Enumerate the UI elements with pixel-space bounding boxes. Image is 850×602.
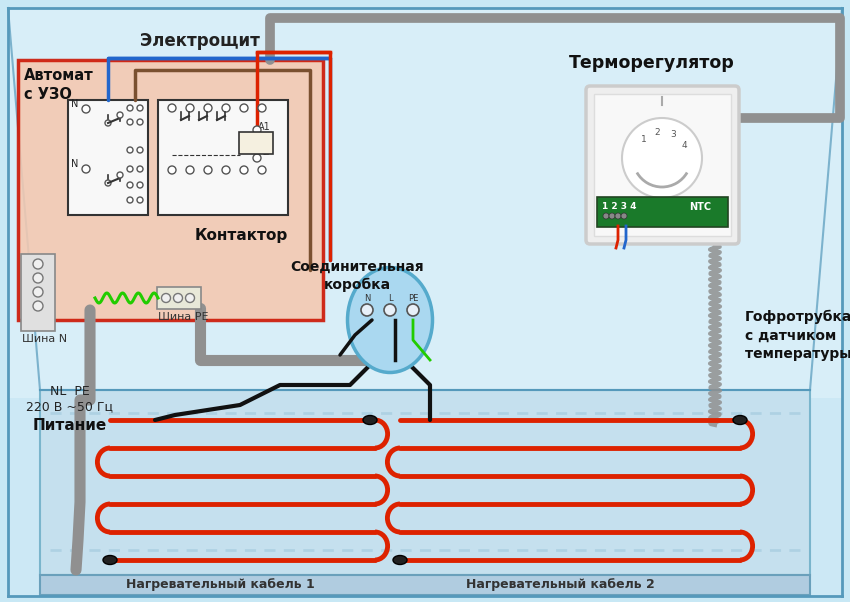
FancyBboxPatch shape xyxy=(8,8,842,596)
Circle shape xyxy=(137,105,143,111)
Circle shape xyxy=(222,104,230,112)
FancyBboxPatch shape xyxy=(21,254,55,331)
Circle shape xyxy=(240,166,248,174)
Circle shape xyxy=(258,166,266,174)
Circle shape xyxy=(127,119,133,125)
Text: Контактор: Контактор xyxy=(195,228,288,243)
Circle shape xyxy=(186,104,194,112)
Circle shape xyxy=(407,304,419,316)
Circle shape xyxy=(127,147,133,153)
Bar xyxy=(8,8,842,398)
Text: N: N xyxy=(71,159,78,169)
Polygon shape xyxy=(40,390,810,575)
Text: Питание: Питание xyxy=(33,418,107,433)
Circle shape xyxy=(105,120,111,126)
Circle shape xyxy=(127,182,133,188)
Circle shape xyxy=(173,294,183,302)
Circle shape xyxy=(162,294,171,302)
Text: N: N xyxy=(364,294,371,303)
Circle shape xyxy=(137,147,143,153)
Circle shape xyxy=(204,166,212,174)
Circle shape xyxy=(186,166,194,174)
Text: L: L xyxy=(388,294,393,303)
Circle shape xyxy=(82,105,90,113)
Polygon shape xyxy=(40,575,810,595)
Text: 1: 1 xyxy=(641,135,647,144)
Text: N: N xyxy=(71,99,78,109)
Circle shape xyxy=(127,105,133,111)
Circle shape xyxy=(622,118,702,198)
Circle shape xyxy=(105,180,111,186)
Text: A1: A1 xyxy=(258,122,271,132)
Ellipse shape xyxy=(733,415,747,424)
Circle shape xyxy=(621,213,627,219)
Circle shape xyxy=(609,213,615,219)
Circle shape xyxy=(185,294,195,302)
Ellipse shape xyxy=(348,267,433,373)
Circle shape xyxy=(117,172,123,178)
Text: PE: PE xyxy=(408,294,418,303)
Text: Нагревательный кабель 2: Нагревательный кабель 2 xyxy=(466,578,654,591)
Text: 1 2 3 4: 1 2 3 4 xyxy=(602,202,637,211)
FancyBboxPatch shape xyxy=(594,94,731,236)
Text: 2: 2 xyxy=(654,128,660,137)
Circle shape xyxy=(253,154,261,162)
Ellipse shape xyxy=(363,415,377,424)
Circle shape xyxy=(615,213,621,219)
Text: 4: 4 xyxy=(682,140,688,149)
Circle shape xyxy=(222,166,230,174)
Circle shape xyxy=(384,304,396,316)
Text: Автомат
с УЗО: Автомат с УЗО xyxy=(24,68,94,102)
Text: NTC: NTC xyxy=(689,202,711,212)
FancyBboxPatch shape xyxy=(68,100,148,215)
Circle shape xyxy=(117,112,123,118)
Ellipse shape xyxy=(103,556,117,565)
Circle shape xyxy=(137,119,143,125)
Text: NL  PE: NL PE xyxy=(50,385,90,398)
Circle shape xyxy=(168,104,176,112)
Text: Гофротрубка
с датчиком
температуры пола: Гофротрубка с датчиком температуры пола xyxy=(745,310,850,361)
Circle shape xyxy=(127,197,133,203)
Circle shape xyxy=(137,197,143,203)
Circle shape xyxy=(137,166,143,172)
Text: Терморегулятор: Терморегулятор xyxy=(570,54,735,72)
Circle shape xyxy=(33,287,43,297)
Circle shape xyxy=(168,166,176,174)
Text: Шина N: Шина N xyxy=(22,334,67,344)
FancyBboxPatch shape xyxy=(158,100,288,215)
Circle shape xyxy=(82,165,90,173)
Ellipse shape xyxy=(393,556,407,565)
Text: 3: 3 xyxy=(670,130,676,139)
Circle shape xyxy=(603,213,609,219)
Circle shape xyxy=(253,126,261,134)
Circle shape xyxy=(33,301,43,311)
FancyBboxPatch shape xyxy=(18,60,323,320)
Circle shape xyxy=(33,273,43,283)
Circle shape xyxy=(137,182,143,188)
Circle shape xyxy=(361,304,373,316)
Text: Шина PE: Шина PE xyxy=(158,312,208,322)
Circle shape xyxy=(258,104,266,112)
Circle shape xyxy=(127,166,133,172)
Circle shape xyxy=(33,259,43,269)
FancyBboxPatch shape xyxy=(586,86,739,244)
Text: Соединительная
коробка: Соединительная коробка xyxy=(290,260,424,292)
Text: Электрощит: Электрощит xyxy=(140,32,260,50)
Text: Нагревательный кабель 1: Нагревательный кабель 1 xyxy=(126,578,314,591)
FancyBboxPatch shape xyxy=(239,132,273,154)
FancyBboxPatch shape xyxy=(597,197,728,227)
Text: A2: A2 xyxy=(258,147,271,157)
Circle shape xyxy=(204,104,212,112)
Text: 220 В ~50 Гц: 220 В ~50 Гц xyxy=(26,400,114,413)
Circle shape xyxy=(240,104,248,112)
FancyBboxPatch shape xyxy=(157,287,201,309)
